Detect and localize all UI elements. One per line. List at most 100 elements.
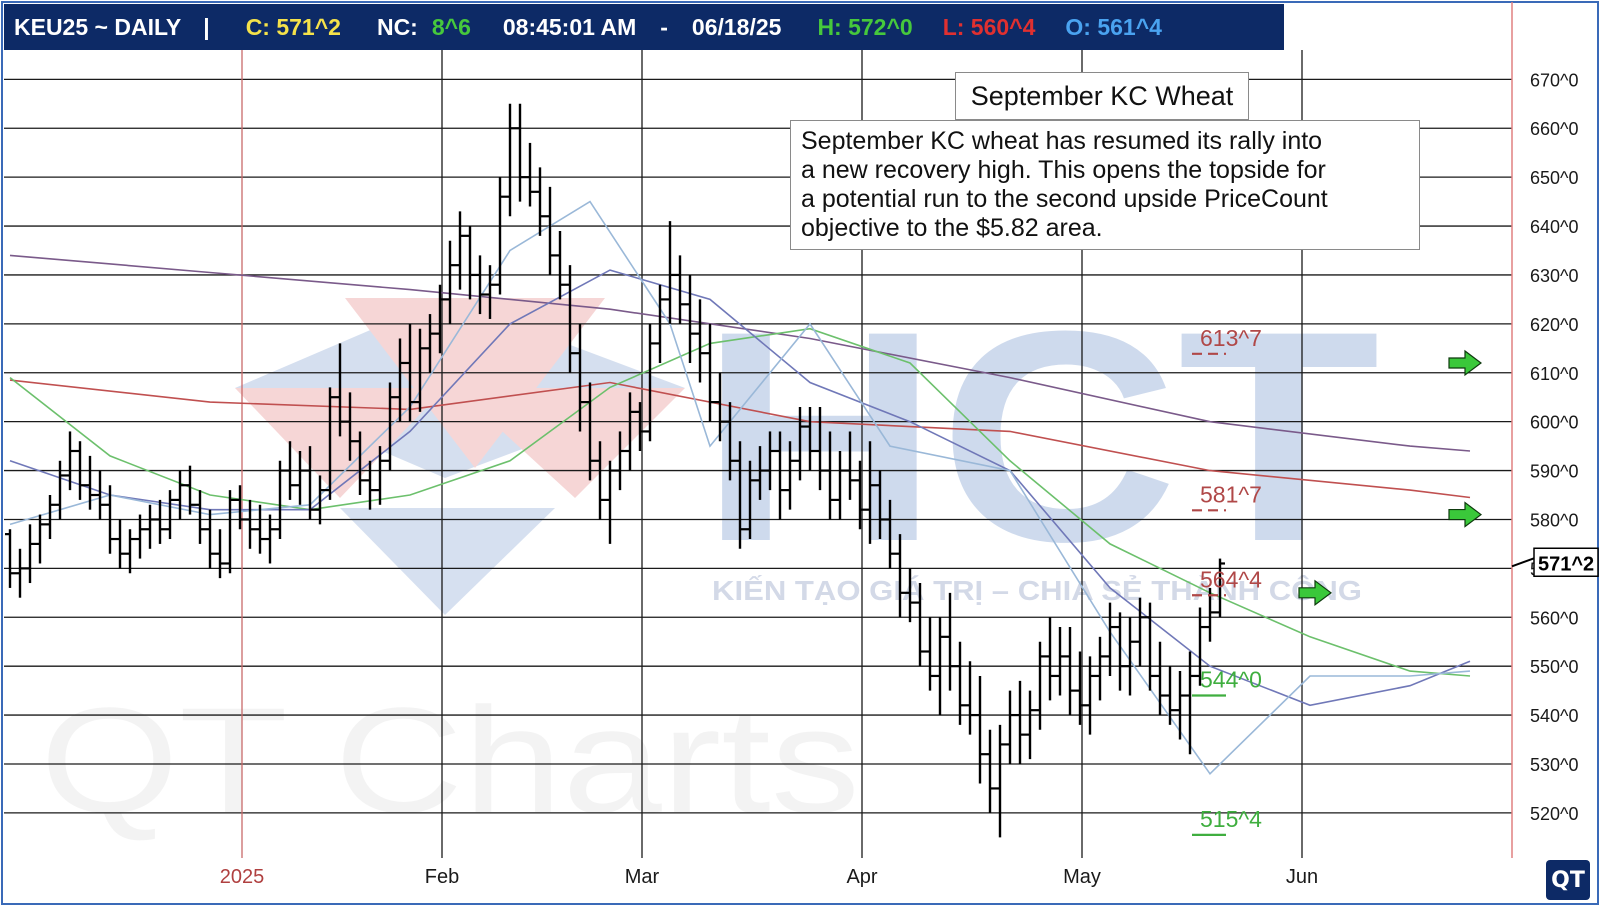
ohlc-bar xyxy=(965,661,975,735)
ohlc-bar xyxy=(685,274,695,363)
ohlc-bar xyxy=(445,240,455,324)
pricecount-level-label: 581^7 xyxy=(1200,481,1262,507)
ohlc-bar xyxy=(1105,602,1115,676)
ohlc-bar xyxy=(1165,666,1175,725)
ohlc-bar xyxy=(555,230,565,300)
ohlc-bar xyxy=(465,226,475,300)
close-price-label: C: 571^2 xyxy=(245,13,341,40)
watermark-shape-red-left xyxy=(235,388,445,498)
ohlc-bar xyxy=(745,460,755,540)
y-tick-label: 530^0 xyxy=(1530,755,1579,775)
ohlc-bar xyxy=(1205,587,1215,642)
ohlc-bar xyxy=(795,406,805,481)
ohlc-bar xyxy=(615,431,625,491)
ohlc-bar xyxy=(55,460,65,520)
watermark-slogan: KIẾN TẠO GIÁ TRỊ – CHIA SẺ THÀNH CÔNG xyxy=(712,574,1362,606)
ohlc-bar xyxy=(705,323,715,422)
ohlc-bar xyxy=(265,514,275,564)
y-tick-label: 550^0 xyxy=(1530,657,1579,677)
ohlc-bar xyxy=(295,451,305,505)
ohlc-bar xyxy=(625,392,635,471)
moving-average-ma40 xyxy=(9,327,1471,677)
ohlc-bar xyxy=(25,524,35,584)
annotation-title: September KC Wheat xyxy=(955,72,1249,120)
ohlc-bar xyxy=(585,382,595,481)
y-tick-label: 660^0 xyxy=(1530,119,1579,139)
date-label: 06/18/25 xyxy=(691,13,782,40)
pricecount-level-label: 515^4 xyxy=(1200,806,1262,832)
y-tick-label: 610^0 xyxy=(1530,364,1579,384)
moving-average-ma200 xyxy=(9,254,1471,452)
pricecount-level-label: 613^7 xyxy=(1200,325,1262,351)
ohlc-bar xyxy=(725,402,735,481)
ohlc-bar xyxy=(1055,627,1065,696)
ohlc-bar xyxy=(45,495,55,540)
ohlc-bar xyxy=(755,446,765,500)
ohlc-bar xyxy=(985,729,995,813)
ohlc-bar xyxy=(135,514,145,559)
ohlc-bar xyxy=(925,617,935,691)
ohlc-bar xyxy=(1065,627,1075,716)
ohlc-bar xyxy=(1075,651,1085,725)
ohlc-bar xyxy=(675,255,685,324)
ohlc-bar xyxy=(255,504,265,554)
ohlc-bar xyxy=(425,314,435,373)
ohlc-bar xyxy=(385,382,395,471)
ohlc-bar xyxy=(665,221,675,324)
ohlc-bar xyxy=(645,323,655,442)
ohlc-bar xyxy=(285,441,295,500)
x-tick-label: 2025 xyxy=(220,866,265,888)
qt-logo-badge: QT xyxy=(1546,860,1590,900)
ohlc-bar xyxy=(355,431,365,496)
ohlc-bar xyxy=(575,323,585,432)
ohlc-bar xyxy=(5,529,15,588)
ohlc-bar xyxy=(485,265,495,319)
ohlc-bar xyxy=(375,446,385,505)
ohlc-bar xyxy=(885,499,895,569)
ohlc-bar xyxy=(145,504,155,549)
ohlc-bar xyxy=(895,534,905,618)
ohlc-bar xyxy=(65,431,75,491)
ohlc-bar xyxy=(215,529,225,579)
ohlc-bar xyxy=(1005,690,1015,764)
ohlc-bar xyxy=(605,460,615,544)
ohlc-bar xyxy=(565,265,575,373)
ohlc-bar xyxy=(1145,602,1155,691)
ohlc-bar xyxy=(205,509,215,569)
watermark-shape-red-right xyxy=(455,388,685,498)
ohlc-bar xyxy=(495,177,505,295)
ohlc-bar xyxy=(515,103,525,202)
y-tick-label: 590^0 xyxy=(1530,462,1579,482)
last-price-label: 571^2 xyxy=(1538,553,1594,575)
ohlc-bar xyxy=(865,441,875,544)
watermark-shape-blue-left xyxy=(235,298,685,478)
x-tick-label: Mar xyxy=(625,866,660,888)
ohlc-bar xyxy=(805,406,815,471)
last-price-box xyxy=(1533,547,1599,578)
ohlc-bar xyxy=(245,499,255,549)
ohlc-bar xyxy=(235,485,245,530)
ohlc-bar xyxy=(835,451,845,520)
x-tick-label: Jun xyxy=(1286,866,1318,888)
x-tick-label: May xyxy=(1063,866,1101,888)
green-arrow-icon xyxy=(1448,349,1482,377)
ohlc-bar xyxy=(535,167,545,236)
ohlc-bar xyxy=(1195,607,1205,686)
y-tick-label: 520^0 xyxy=(1530,804,1579,824)
ohlc-bar xyxy=(395,338,405,422)
ohlc-bar xyxy=(775,431,785,520)
ohlc-bar xyxy=(635,402,645,451)
ohlc-bar xyxy=(695,299,705,383)
ohlc-bar xyxy=(1025,690,1035,760)
ohlc-bar xyxy=(105,485,115,554)
ohlc-bar xyxy=(315,475,325,525)
ohlc-bar xyxy=(815,406,825,491)
watermark-background-text: QT Charts xyxy=(40,676,860,844)
y-tick-label: 540^0 xyxy=(1530,706,1579,726)
symbol-label: KEU25 ~ DAILY xyxy=(14,13,182,40)
y-tick-label: 650^0 xyxy=(1530,168,1579,188)
net-change-label: NC: xyxy=(376,13,418,40)
ohlc-bar xyxy=(185,465,195,515)
